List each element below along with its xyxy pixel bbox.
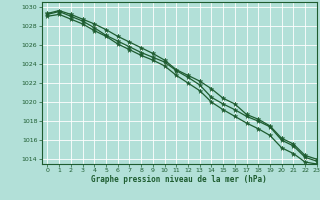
X-axis label: Graphe pression niveau de la mer (hPa): Graphe pression niveau de la mer (hPa) [91, 175, 267, 184]
